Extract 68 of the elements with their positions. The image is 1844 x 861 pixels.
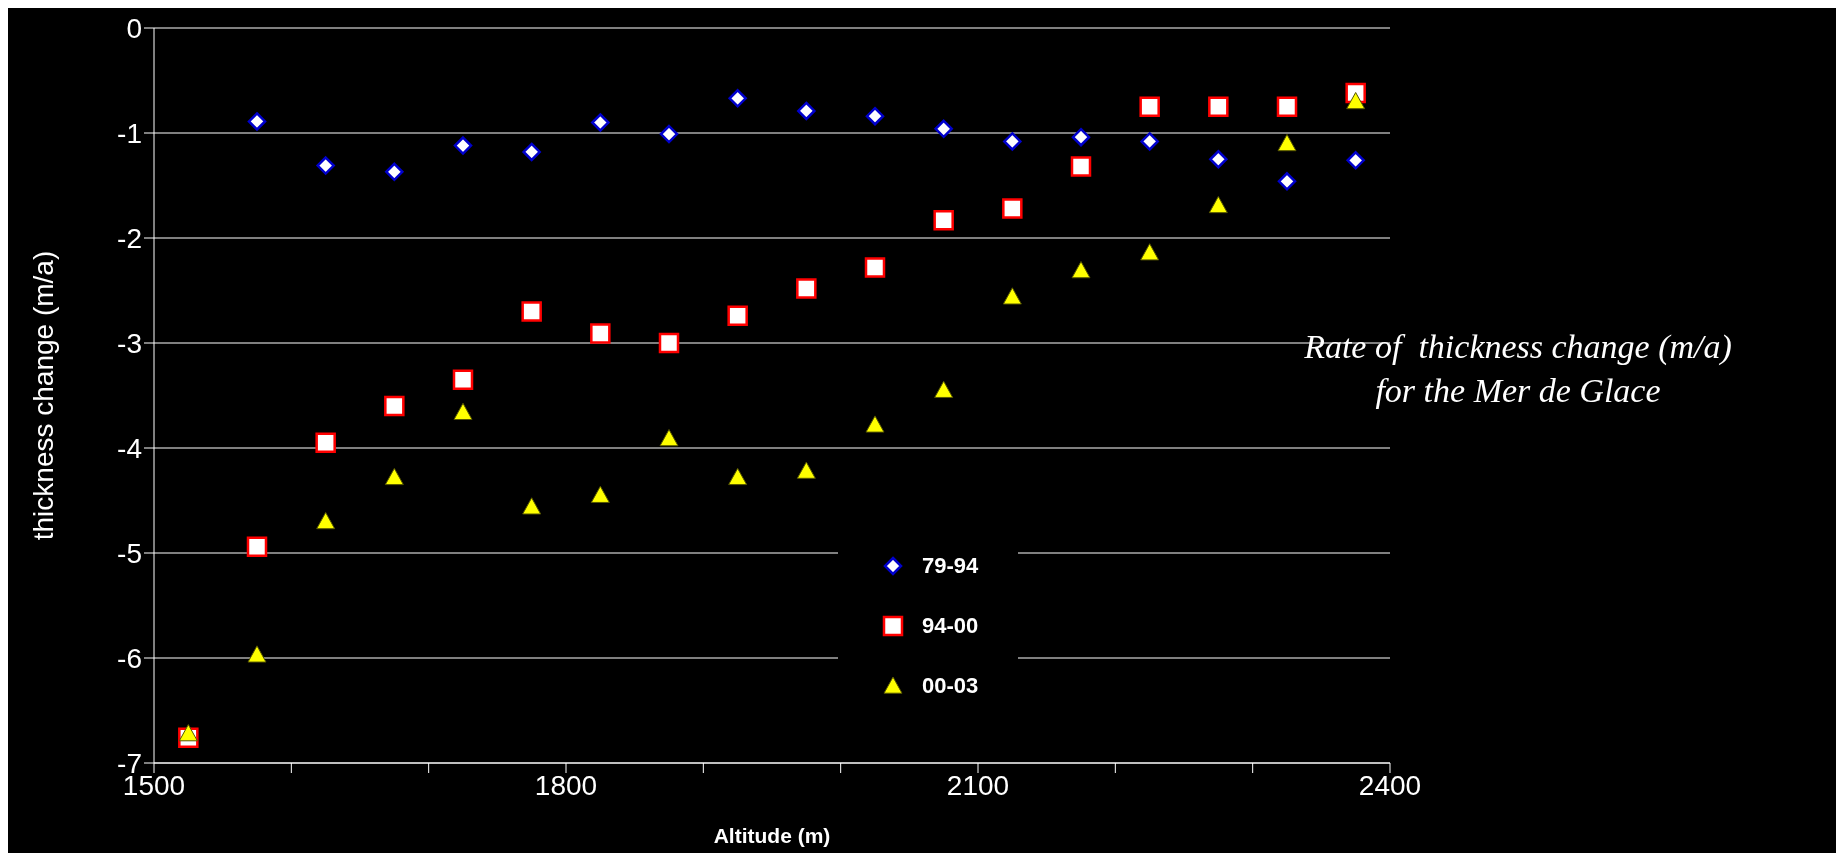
y-tick-label: 0: [126, 12, 142, 44]
point: [728, 89, 747, 108]
y-tick-label: -5: [117, 537, 142, 569]
point: [453, 402, 473, 420]
point: [1071, 127, 1091, 147]
point: [864, 257, 886, 278]
point: [316, 512, 336, 530]
point: [591, 113, 610, 132]
point: [1209, 150, 1228, 169]
point: [590, 323, 611, 344]
point: [178, 724, 198, 742]
annotation: Rate of thickness change (m/a): [1303, 328, 1733, 366]
y-tick-label: -1: [117, 117, 142, 149]
point: [934, 380, 954, 398]
point: [1276, 96, 1298, 117]
point: [934, 119, 953, 139]
point: [659, 124, 679, 144]
point: [1070, 156, 1092, 177]
point: [384, 395, 405, 417]
point: [1002, 287, 1022, 305]
point: [453, 136, 473, 155]
point: [1346, 151, 1365, 170]
point: [452, 369, 474, 390]
legend-label: 94-00: [922, 613, 979, 639]
point: [1140, 132, 1159, 151]
point: [796, 278, 817, 299]
point: [659, 429, 679, 447]
point: [315, 432, 336, 453]
point: [865, 415, 885, 433]
point: [1208, 96, 1229, 117]
y-tick-label: -3: [117, 327, 142, 359]
point: [728, 467, 748, 486]
point: [385, 162, 404, 182]
point: [522, 142, 541, 162]
point: [658, 332, 680, 354]
legend-label: 79-94: [922, 553, 979, 579]
x-tick-label: 2400: [1358, 769, 1422, 801]
point: [522, 497, 542, 515]
legend-label: 00-03: [922, 673, 979, 699]
point: [1140, 243, 1160, 261]
point: [865, 106, 885, 126]
y-tick-label: -6: [117, 642, 142, 674]
y-tick-label: -2: [117, 222, 142, 254]
annotation: for the Mer de Glace: [1374, 372, 1662, 410]
point: [933, 209, 954, 231]
point: [1277, 172, 1297, 191]
point: [1277, 134, 1297, 152]
point: [247, 645, 267, 663]
x-axis-title: Altitude (m): [713, 824, 831, 847]
point: [521, 301, 542, 322]
point: [1139, 96, 1160, 117]
x-tick-label: 1800: [534, 769, 598, 801]
y-tick-label: -4: [117, 432, 142, 464]
point: [590, 485, 610, 503]
point: [384, 467, 404, 486]
x-tick-label: 2100: [946, 769, 1010, 801]
point: [1003, 132, 1022, 151]
point: [247, 112, 267, 131]
point: [1346, 92, 1366, 110]
point: [1002, 198, 1023, 219]
point: [246, 536, 268, 557]
point: [1208, 195, 1228, 214]
point: [727, 305, 748, 326]
point: [316, 156, 335, 175]
point: [796, 461, 816, 479]
y-axis-title: thickness change (m/a): [27, 250, 59, 541]
point: [1071, 261, 1091, 279]
point: [797, 101, 816, 121]
